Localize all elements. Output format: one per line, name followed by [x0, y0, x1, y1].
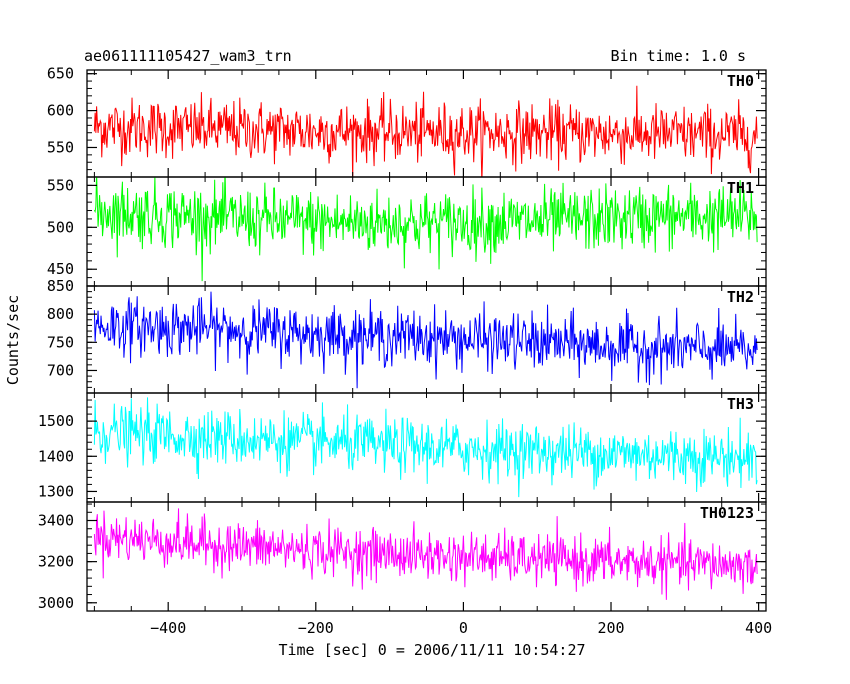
chart-title: ae061111105427_wam3_trn: [84, 47, 292, 65]
y-tick-label: 550: [47, 138, 74, 156]
y-tick-label: 750: [47, 333, 74, 351]
y-tick-label: 600: [47, 102, 74, 120]
y-tick-label: 800: [47, 305, 74, 323]
y-tick-label: 1400: [38, 447, 74, 465]
series-line-th0123: [93, 508, 758, 600]
x-axis: −400 −200 0 200 400: [93, 70, 772, 637]
y-tick-label: 1300: [38, 482, 74, 500]
x-tick-label: 200: [597, 619, 624, 637]
y-tick-label: 500: [47, 218, 74, 236]
y-tick-label: 650: [47, 65, 74, 83]
panel-th0: 550 600 650 TH0: [47, 65, 767, 178]
x-tick-label: −200: [298, 619, 334, 637]
x-tick-label: 400: [745, 619, 772, 637]
panel-label-th0123: TH0123: [700, 504, 754, 522]
series-line-th2: [93, 291, 758, 389]
panel-label-th3: TH3: [727, 395, 754, 413]
chart-subtitle: Bin time: 1.0 s: [611, 47, 746, 65]
y-tick-label: 1500: [38, 412, 74, 430]
y-tick-label: 850: [47, 277, 74, 295]
panel-th2: 700 750 800 850 TH2: [47, 277, 767, 394]
panel-th0123: 3000 3200 3400 TH0123: [38, 501, 767, 612]
panel-th1: 450 500 550 TH1: [47, 176, 767, 287]
y-tick-label: 700: [47, 361, 74, 379]
series-line-th0: [93, 85, 758, 177]
panel-label-th2: TH2: [727, 288, 754, 306]
x-axis-label: Time [sec] 0 = 2006/11/11 10:54:27: [278, 641, 585, 659]
y-axis-label: Counts/sec: [4, 295, 22, 385]
x-tick-label: −400: [150, 619, 186, 637]
y-tick-label: 450: [47, 260, 74, 278]
y-tick-label: 3000: [38, 594, 74, 612]
y-tick-label: 3200: [38, 553, 74, 571]
panel-th3: 1300 1400 1500 TH3: [38, 392, 767, 503]
y-tick-label: 550: [47, 176, 74, 194]
panels-group: 550 600 650 TH0 450 500 550 TH1 700 750 800 850 TH2 1…: [38, 65, 767, 612]
series-line-th3: [93, 397, 758, 498]
panel-label-th0: TH0: [727, 72, 754, 90]
y-tick-label: 3400: [38, 512, 74, 530]
panel-label-th1: TH1: [727, 179, 754, 197]
series-line-th1: [93, 177, 758, 282]
x-tick-label: 0: [459, 619, 468, 637]
